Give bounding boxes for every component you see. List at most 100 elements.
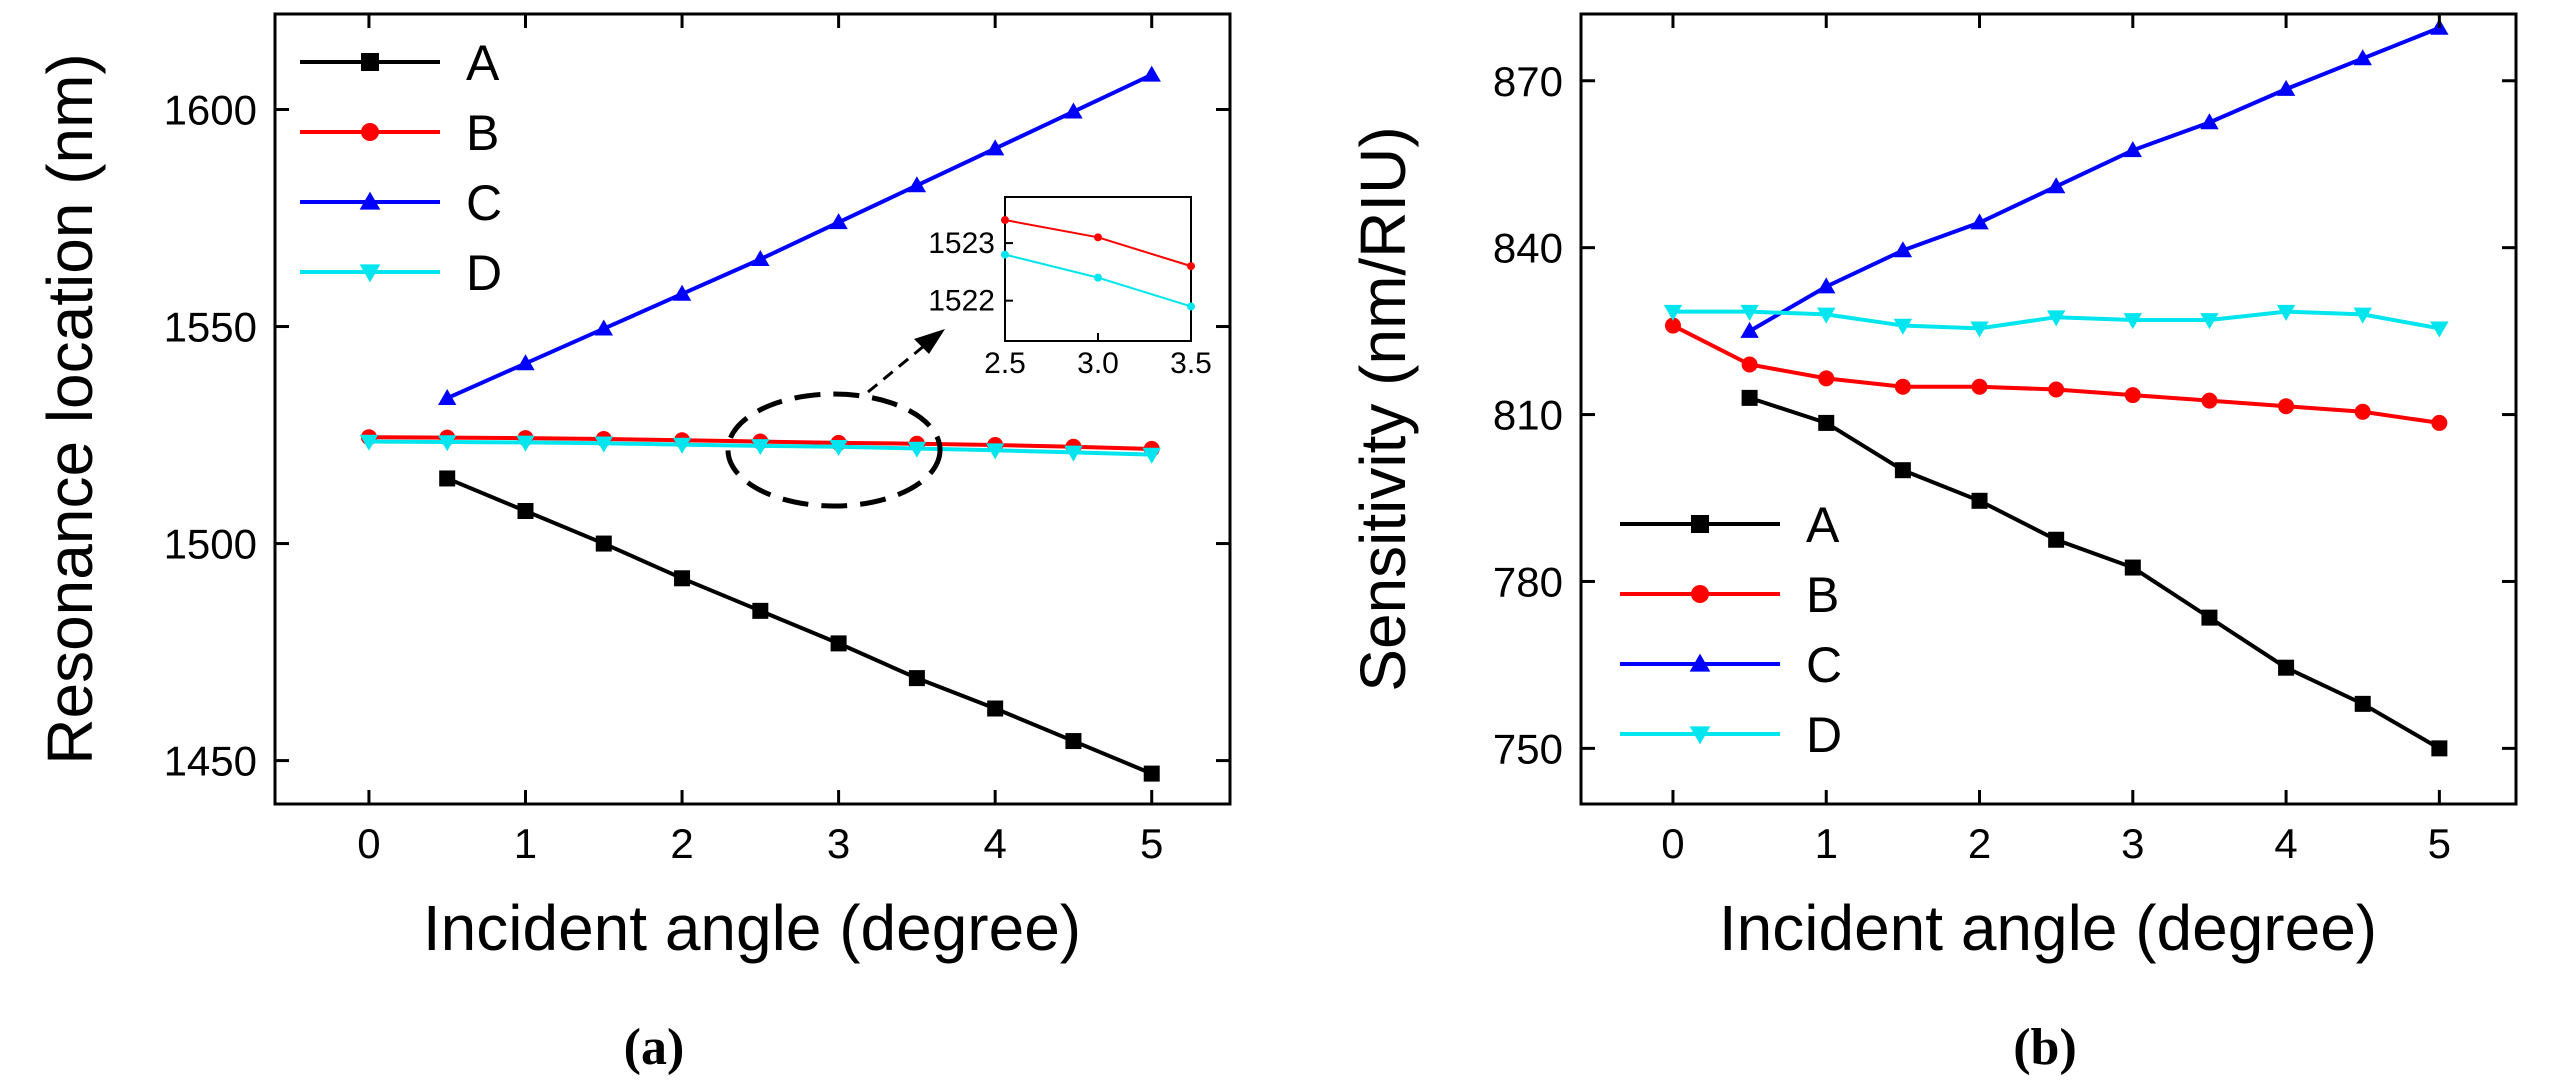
x-tick-label: 1 xyxy=(1815,820,1838,867)
panel-a-label: (a) xyxy=(624,1019,685,1076)
y-tick-label: 1500 xyxy=(164,521,257,568)
inset-series-d-point xyxy=(1094,273,1102,282)
x-tick-label: 3 xyxy=(827,820,850,867)
inset-series-b-point xyxy=(1187,262,1195,271)
inset-frame xyxy=(1004,196,1192,342)
series-a-point xyxy=(1143,765,1160,782)
legend-a-label: A xyxy=(466,35,500,91)
series-c-point xyxy=(516,354,535,371)
series-c-point xyxy=(594,319,613,336)
series-a-point xyxy=(674,570,691,587)
series-d-point xyxy=(1970,321,1989,338)
panel-b-plot-area xyxy=(1663,18,2449,757)
series-d-point xyxy=(1064,445,1083,462)
legend-d-marker xyxy=(359,264,381,283)
series-b-point xyxy=(1664,317,1681,334)
series-d-point xyxy=(2123,313,2143,330)
zoom-region-ellipse xyxy=(725,391,943,509)
series-a-point xyxy=(595,535,612,552)
zoom-arrow xyxy=(867,339,931,394)
series-a-point xyxy=(830,635,847,652)
series-c-point xyxy=(1064,102,1083,119)
series-d-point xyxy=(1893,318,1913,335)
inset-x-tick-label: 3.5 xyxy=(1170,347,1212,380)
y-tick-label: 1550 xyxy=(164,304,257,351)
series-d-point xyxy=(2046,310,2066,327)
legend-b-label: B xyxy=(466,105,499,161)
series-d-point xyxy=(594,436,613,453)
series-b-point xyxy=(2124,387,2141,404)
inset-series-b-point xyxy=(1001,216,1009,225)
panel-b-axes-frame xyxy=(1579,12,2518,806)
series-a-point xyxy=(1971,492,1988,509)
series-d-point xyxy=(1740,304,1759,321)
legend-a-label: A xyxy=(1806,497,1840,553)
series-c-point xyxy=(2200,113,2219,130)
x-tick-label: 5 xyxy=(1140,820,1163,867)
series-c-line xyxy=(446,72,1153,400)
series-d-point xyxy=(672,437,692,454)
series-d-point xyxy=(2430,321,2449,338)
series-c-point xyxy=(1970,213,1989,230)
series-d-point xyxy=(1142,447,1161,464)
series-b-point xyxy=(2431,414,2448,431)
y-tick-label: 750 xyxy=(1493,725,1563,772)
inset-x-tick-label: 2.5 xyxy=(984,347,1026,380)
series-b-point xyxy=(1971,378,1988,395)
series-d-point xyxy=(2200,313,2219,330)
legend-d-marker xyxy=(1689,726,1711,745)
series-c-line xyxy=(1748,26,2441,333)
series-a-point xyxy=(2431,740,2448,757)
series-a-point xyxy=(2201,609,2218,626)
y-tick-label: 1600 xyxy=(164,86,257,133)
series-c-point xyxy=(985,139,1005,156)
panel-b-x-axis-title: Incident angle (degree) xyxy=(1719,892,2377,964)
y-tick-label: 810 xyxy=(1493,392,1563,439)
legend-b-label: B xyxy=(1806,567,1839,623)
series-d-point xyxy=(1663,304,1683,321)
series-b-point xyxy=(2354,403,2371,420)
legend-c-marker xyxy=(359,191,381,210)
inset-series-d-point xyxy=(1001,250,1009,259)
series-b-point xyxy=(2048,381,2065,398)
series-a-point xyxy=(1741,389,1758,406)
legend-b-marker xyxy=(361,123,379,141)
panel-a-axes-frame xyxy=(273,12,1232,806)
series-c-point xyxy=(438,388,457,405)
panel-b-ticks: 0 1 2 3 4 5 750 780 810 840 870 xyxy=(1493,14,2516,867)
legend-c-label: C xyxy=(1806,637,1842,693)
x-tick-label: 4 xyxy=(2274,820,2297,867)
series-d-point xyxy=(1817,307,1836,324)
inset-chart: 2.5 3.0 3.5 1522 1523 xyxy=(928,196,1212,380)
panel-a-x-axis-title: Incident angle (degree) xyxy=(423,892,1081,964)
legend-a-marker xyxy=(361,53,379,71)
series-a-point xyxy=(1065,733,1082,750)
x-tick-label: 0 xyxy=(357,820,380,867)
x-tick-label: 3 xyxy=(2121,820,2144,867)
series-d-point xyxy=(907,441,927,458)
legend-c-label: C xyxy=(466,175,502,231)
series-a-line xyxy=(446,476,1153,776)
legend-d-label: D xyxy=(1806,707,1842,763)
inset-y-tick-label: 1523 xyxy=(928,227,995,260)
series-d-point xyxy=(359,434,379,451)
series-c-point xyxy=(672,284,692,301)
x-tick-label: 1 xyxy=(514,820,537,867)
series-c-point xyxy=(2353,49,2372,66)
series-a-point xyxy=(2278,659,2295,676)
legend-a-marker xyxy=(1691,515,1709,533)
panel-a-chart: 0 1 2 3 4 5 1450 1500 1550 1600 Incident angle (d… xyxy=(34,12,1232,1076)
series-a-line xyxy=(1748,395,2441,751)
inset-series-b-point xyxy=(1094,233,1102,242)
series-d-point xyxy=(829,439,848,456)
series-a-point xyxy=(752,602,769,619)
series-b-point xyxy=(1818,370,1835,387)
series-a-point xyxy=(1894,462,1911,479)
x-tick-label: 2 xyxy=(670,820,693,867)
legend-d-label: D xyxy=(466,245,502,301)
inset-y-tick-label: 1522 xyxy=(928,285,995,318)
series-c-point xyxy=(1142,65,1161,82)
